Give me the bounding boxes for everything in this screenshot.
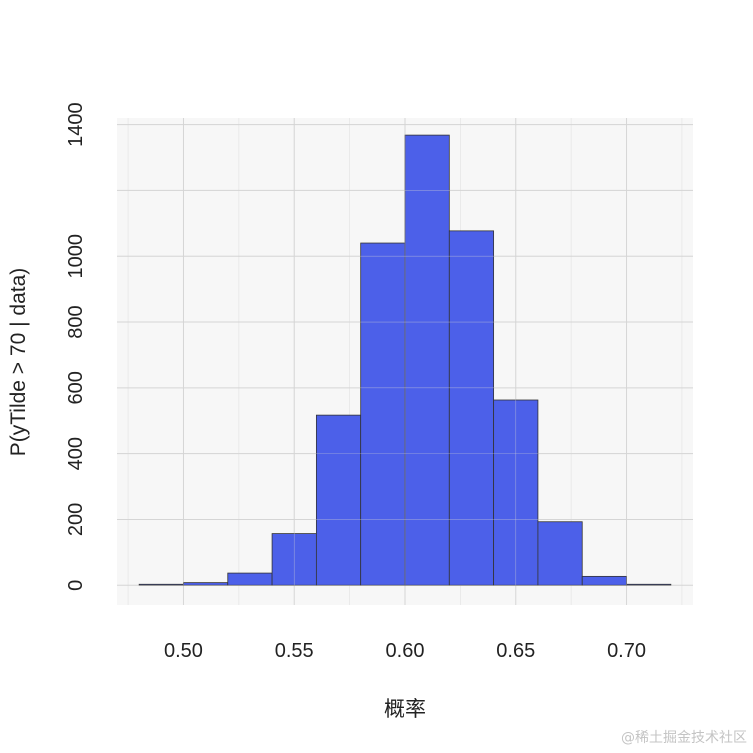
watermark: @稀土掘金技术社区 (621, 730, 747, 746)
y-tick-label: 1000 (65, 234, 87, 279)
y-tick-labels: 0 200 400 600 800 1000 1400 (65, 102, 87, 590)
histogram-bar (360, 242, 406, 586)
y-tick-label: 1400 (65, 102, 87, 147)
y-tick-label: 800 (65, 305, 87, 338)
histogram-bar (227, 572, 273, 586)
x-tick-label: 0.50 (164, 640, 203, 662)
x-tick-label: 0.65 (496, 640, 535, 662)
histogram-bar (183, 582, 229, 586)
histogram-bar (448, 230, 495, 586)
histogram-bar (537, 521, 583, 586)
histogram-bar (581, 575, 627, 586)
y-tick-label: 400 (65, 437, 87, 470)
y-tick-label: 200 (65, 503, 87, 536)
x-axis-title: 概率 (384, 697, 426, 721)
x-tick-label: 0.70 (607, 640, 646, 662)
x-tick-labels: 0.50 0.55 0.60 0.65 0.70 (164, 640, 646, 662)
x-tick-label: 0.60 (386, 640, 425, 662)
histogram-bar (404, 134, 450, 586)
histogram-bar (315, 414, 362, 586)
y-axis-title: P(yTilde > 70 | data) (7, 268, 30, 457)
x-tick-label: 0.55 (275, 640, 314, 662)
y-tick-label: 0 (65, 580, 87, 591)
histogram-bars (117, 118, 693, 586)
y-tick-label: 600 (65, 371, 87, 404)
